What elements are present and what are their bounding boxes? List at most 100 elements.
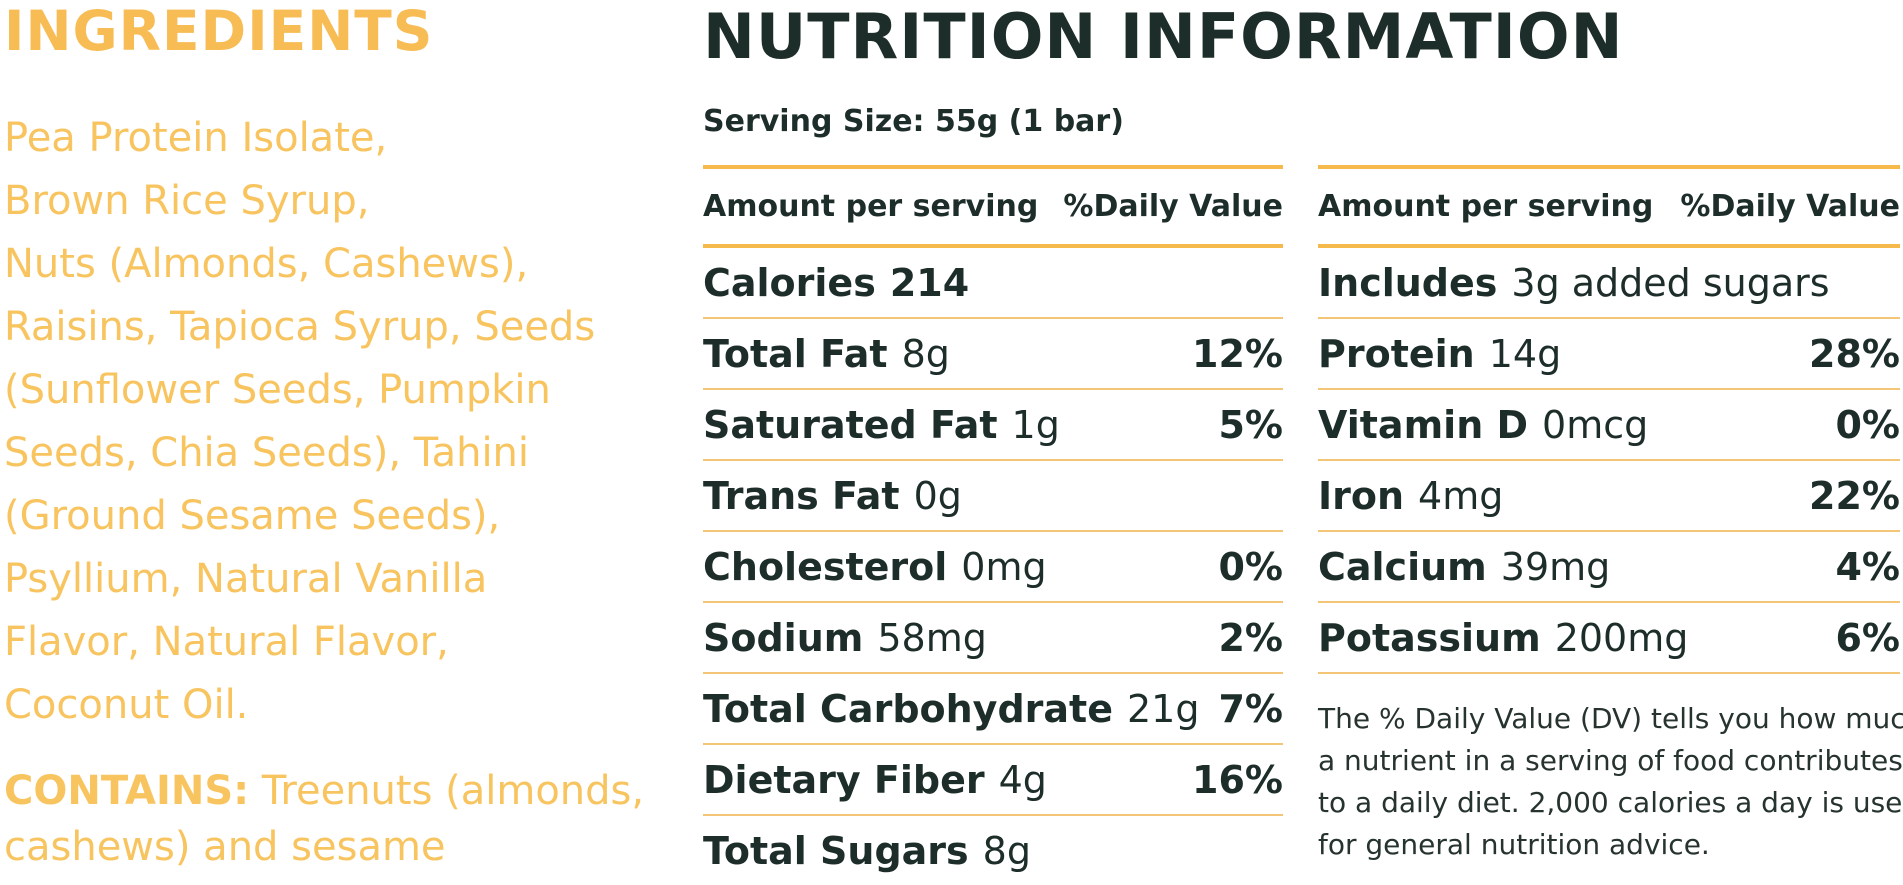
nutrient-amount: 3g added sugars (1511, 260, 1830, 305)
nutrient-label: Dietary Fiber 4g (703, 758, 1047, 802)
contains-label: CONTAINS: (4, 768, 250, 814)
nutrient-row: Saturated Fat 1g 5% (703, 390, 1283, 461)
nutrient-name: Calories (703, 260, 876, 305)
ingredients-line: Seeds, Chia Seeds), Tahini (4, 430, 530, 476)
nutrient-amount: 58mg (877, 615, 987, 660)
ingredients-heading: INGREDIENTS (4, 0, 434, 63)
nutrient-row: Total Fat 8g 12% (703, 319, 1283, 390)
nutrient-amount: 1g (1011, 402, 1060, 447)
nutrient-daily-value: 7% (1218, 686, 1283, 731)
nutrient-amount: 200mg (1554, 615, 1689, 660)
ingredients-line: Raisins, Tapioca Syrup, Seeds (4, 304, 596, 350)
nutrient-name: Iron (1318, 473, 1405, 518)
nutrient-row: Calories 214 (703, 248, 1283, 319)
nutrient-daily-value: 6% (1835, 615, 1900, 660)
ingredients-line: (Sunflower Seeds, Pumpkin (4, 367, 551, 413)
daily-value-footnote: The % Daily Value (DV) tells you how muc… (1318, 698, 1903, 866)
nutrient-name: Total Fat (703, 331, 888, 376)
nutrient-label: Protein 14g (1318, 332, 1561, 376)
daily-value-header: %Daily Value (1063, 189, 1283, 224)
nutrient-row: Total Sugars 8g (703, 816, 1283, 885)
nutrient-daily-value: 5% (1218, 402, 1283, 447)
nutrition-section: NUTRITION INFORMATION Serving Size: 55g … (703, 0, 1903, 873)
nutrition-heading: NUTRITION INFORMATION (703, 0, 1624, 73)
allergen-line: CONTAINS: Treenuts (almonds, (4, 763, 664, 819)
nutrient-name: Total Sugars (703, 828, 969, 873)
nutrient-amount: 14g (1488, 331, 1562, 376)
nutrient-daily-value: 0% (1835, 402, 1900, 447)
nutrient-daily-value: 28% (1809, 331, 1900, 376)
nutrient-name: Sodium (703, 615, 864, 660)
allergen-statement: CONTAINS: Treenuts (almonds, cashews) an… (4, 763, 664, 875)
nutrient-row: Cholesterol 0mg 0% (703, 532, 1283, 603)
nutrient-label: Total Fat 8g (703, 332, 950, 376)
nutrient-name: Potassium (1318, 615, 1541, 660)
ingredients-line: Nuts (Almonds, Cashews), (4, 241, 529, 287)
footnote-line: to a daily diet. 2,000 calories a day is… (1318, 786, 1903, 819)
nutrient-name: Protein (1318, 331, 1475, 376)
nutrient-name: Saturated Fat (703, 402, 998, 447)
nutrition-panel-right: Amount per serving %Daily Value Includes… (1318, 165, 1903, 866)
nutrient-daily-value: 2% (1218, 615, 1283, 660)
nutrient-amount: 0g (913, 473, 962, 518)
nutrient-name: Dietary Fiber (703, 757, 985, 802)
nutrient-row: Potassium 200mg 6% (1318, 603, 1900, 674)
nutrient-name: Total Carbohydrate (703, 686, 1113, 731)
nutrient-name: Trans Fat (703, 473, 900, 518)
nutrient-amount: 39mg (1500, 544, 1611, 589)
footnote-line: a nutrient in a serving of food contribu… (1318, 744, 1903, 777)
nutrient-amount: 4mg (1418, 473, 1504, 518)
daily-value-header: %Daily Value (1680, 189, 1900, 224)
nutrient-row: Sodium 58mg 2% (703, 603, 1283, 674)
nutrient-row: Trans Fat 0g (703, 461, 1283, 532)
panel-header: Amount per serving %Daily Value (703, 169, 1283, 248)
nutrient-daily-value: 4% (1835, 544, 1900, 589)
amount-per-serving-header: Amount per serving (703, 189, 1039, 224)
nutrient-label: Trans Fat 0g (703, 474, 962, 518)
nutrient-row: Dietary Fiber 4g 16% (703, 745, 1283, 816)
nutrient-label: Calcium 39mg (1318, 545, 1610, 589)
nutrient-label: Potassium 200mg (1318, 616, 1688, 660)
ingredients-line: Pea Protein Isolate, (4, 115, 388, 161)
nutrient-name: Vitamin D (1318, 402, 1529, 447)
nutrient-amount: 8g (901, 331, 950, 376)
nutrient-daily-value: 22% (1809, 473, 1900, 518)
nutrient-row: Calcium 39mg 4% (1318, 532, 1900, 603)
nutrient-label: Vitamin D 0mcg (1318, 403, 1648, 447)
footnote-line: for general nutrition advice. (1318, 828, 1710, 861)
nutrient-label: Iron 4mg (1318, 474, 1503, 518)
nutrient-amount: 8g (982, 828, 1031, 873)
nutrient-label: Includes 3g added sugars (1318, 261, 1830, 305)
nutrient-name: Includes (1318, 260, 1498, 305)
nutrition-panel-left: Amount per serving %Daily Value Calories… (703, 165, 1283, 885)
nutrient-label: Sodium 58mg (703, 616, 987, 660)
nutrient-row: Includes 3g added sugars (1318, 248, 1900, 319)
nutrient-amount: 21g (1126, 686, 1200, 731)
ingredients-line: Flavor, Natural Flavor, (4, 619, 449, 665)
serving-size: Serving Size: 55g (1 bar) (703, 104, 1124, 139)
nutrient-label: Calories 214 (703, 261, 969, 305)
ingredients-line: (Ground Sesame Seeds), (4, 493, 501, 539)
nutrient-label: Total Sugars 8g (703, 829, 1031, 873)
nutrient-amount: 0mcg (1542, 402, 1649, 447)
ingredients-line: Coconut Oil. (4, 682, 249, 728)
nutrient-amount: 4g (998, 757, 1047, 802)
nutrient-rows: Includes 3g added sugars Protein 14g 28% Vita… (1318, 248, 1900, 674)
ingredients-section: INGREDIENTS Pea Protein Isolate, Brown R… (4, 0, 664, 875)
nutrient-daily-value: 16% (1192, 757, 1283, 802)
amount-per-serving-header: Amount per serving (1318, 189, 1654, 224)
nutrient-label: Saturated Fat 1g (703, 403, 1060, 447)
nutrient-daily-value: 0% (1218, 544, 1283, 589)
ingredients-list: Pea Protein Isolate, Brown Rice Syrup, N… (4, 107, 664, 737)
contains-text: Treenuts (almonds, (261, 768, 645, 814)
nutrient-amount: 0mg (961, 544, 1047, 589)
nutrient-name: Cholesterol (703, 544, 948, 589)
nutrient-daily-value: 12% (1192, 331, 1283, 376)
nutrient-row: Total Carbohydrate 21g 7% (703, 674, 1283, 745)
nutrient-name: Calcium (1318, 544, 1487, 589)
ingredients-line: Psyllium, Natural Vanilla (4, 556, 488, 602)
nutrient-amount: 214 (889, 260, 970, 305)
ingredients-line: Brown Rice Syrup, (4, 178, 370, 224)
allergen-line: cashews) and sesame (4, 824, 446, 870)
footnote-line: The % Daily Value (DV) tells you how muc… (1318, 702, 1903, 735)
